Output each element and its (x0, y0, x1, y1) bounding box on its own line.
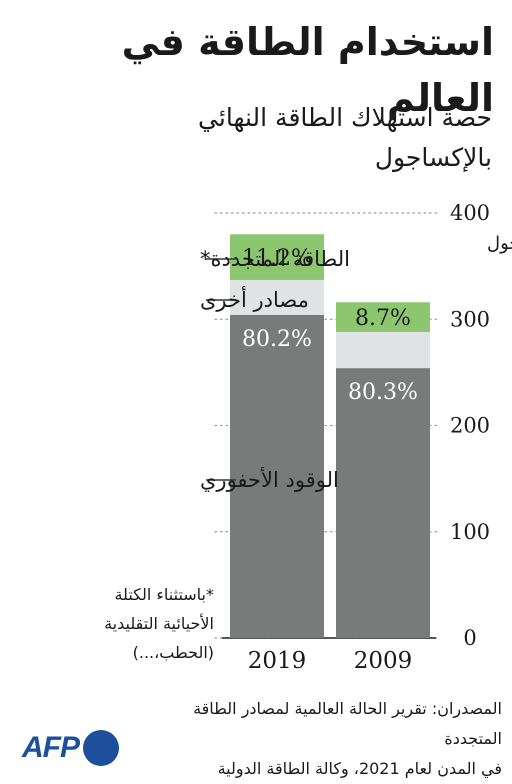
bar-segment (336, 302, 430, 332)
y-unit-label: إكساجول (487, 233, 512, 254)
subtitle-line: بالإكساجول (374, 143, 492, 172)
footnote-line: الأحيائية التقليدية (104, 614, 214, 633)
legend-label: الوقود الأحفوري (200, 467, 339, 492)
bar-data-label: 80.2% (242, 327, 312, 352)
y-tick-label: 400 (450, 201, 490, 225)
bar-segment (230, 315, 324, 638)
x-category-label: 2019 (248, 648, 307, 674)
stacked-bar-chart: 0 100 200 300 400 إكساجول 80.2% 11.2% 2019 80.3% 8… (200, 201, 512, 674)
source-note: المصدران: تقرير الحالة العالمية لمصادر ا… (162, 694, 502, 784)
y-tick-label: 0 (463, 626, 476, 650)
bar-data-label: 8.7% (355, 306, 411, 331)
footnote-line: *باستثناء الكتلة (114, 585, 214, 604)
bar-data-label: 80.3% (348, 380, 418, 405)
bar-segment (336, 368, 430, 638)
footnote-line: (الحطب،...) (132, 643, 214, 662)
subtitle: حصة استهلاك الطاقة النهائي بالإكساجول (22, 98, 492, 178)
y-tick-label: 300 (450, 307, 490, 331)
afp-logo-dot-icon (83, 730, 119, 766)
subtitle-line: حصة استهلاك الطاقة النهائي (198, 103, 492, 132)
legend-label: الطاقة المتجددة* (200, 247, 350, 271)
bar-segment (336, 332, 430, 369)
bar-segment (230, 234, 324, 280)
bar-data-label: 11.2% (242, 246, 312, 271)
footnote: *باستثناء الكتلة الأحيائية التقليدية (ال… (14, 580, 214, 667)
y-tick-label: 100 (450, 520, 490, 544)
source-line: في المدن لعام 2021، وكالة الطاقة الدولية (217, 759, 502, 778)
afp-logo-text: AFP (22, 731, 80, 764)
page-title: استخدام الطاقة في العالم (121, 20, 494, 120)
y-tick-label: 200 (450, 414, 490, 438)
x-category-label: 2009 (354, 648, 413, 674)
afp-logo: AFP (22, 728, 119, 768)
legend-label: مصادر أخرى (200, 286, 309, 312)
source-line: المصدران: تقرير الحالة العالمية لمصادر ا… (193, 699, 502, 748)
bar-segment (230, 279, 324, 315)
